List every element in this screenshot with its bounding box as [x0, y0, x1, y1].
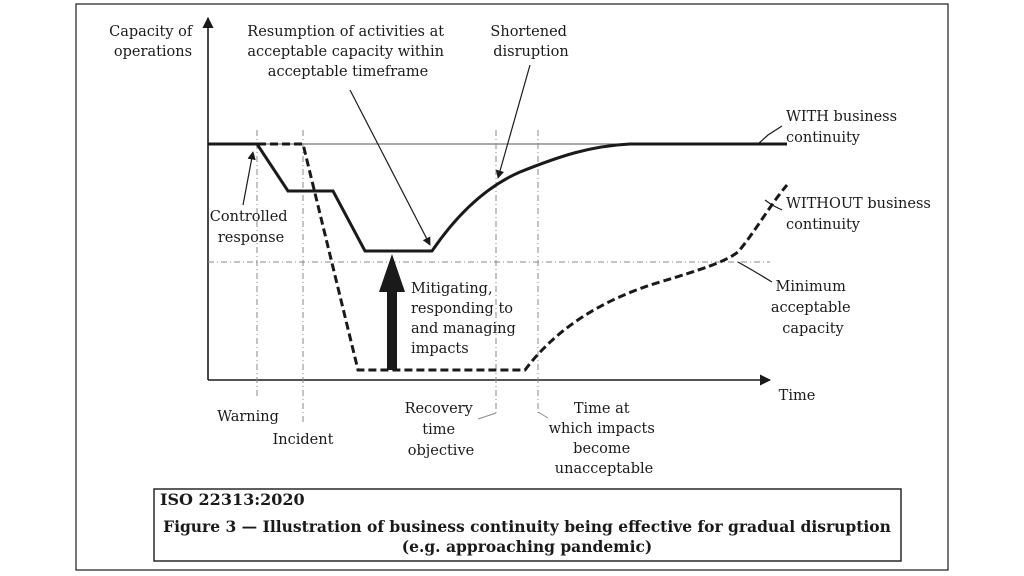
controlled-leader: [242, 151, 256, 206]
with-bc-curve: [208, 142, 787, 253]
resumption-leader: [349, 89, 431, 246]
shortened-label: Shortened disruption: [490, 24, 571, 60]
figure-border: [75, 3, 949, 571]
x-axis-label: Time: [779, 388, 816, 404]
minimum-leader: [737, 261, 773, 283]
y-axis-label: Capacity of operations: [109, 24, 197, 60]
recovery-label: Recovery time objective: [405, 401, 478, 459]
warning-label: Warning: [217, 409, 279, 425]
caption-standard: ISO 22313:2020: [160, 490, 305, 509]
minimum-capacity-label: Minimum acceptable capacity: [771, 279, 855, 337]
incident-label: Incident: [273, 432, 334, 448]
mitigating-arrow: [379, 254, 405, 370]
unacceptable-leader: [537, 411, 549, 419]
with-bc-leader: [757, 125, 783, 145]
shortened-leader: [496, 64, 531, 179]
resumption-label: Resumption of activities at acceptable c…: [247, 24, 448, 80]
caption-box: [153, 488, 902, 562]
with-bc-label: WITH business continuity: [786, 109, 902, 146]
unacceptable-label: Time at which impacts become unacceptabl…: [549, 401, 660, 477]
caption-title: Figure 3 — Illustration of business cont…: [163, 517, 891, 536]
without-bc-label: WITHOUT business continuity: [786, 196, 935, 233]
caption-subtitle: (e.g. approaching pandemic): [402, 537, 653, 556]
recovery-leader: [477, 412, 497, 420]
controlled-response-label: Controlled response: [210, 209, 292, 246]
mitigating-label: Mitigating, responding to and managing i…: [411, 281, 520, 357]
without-bc-leader: [764, 199, 783, 211]
without-bc-curve: [258, 142, 789, 372]
